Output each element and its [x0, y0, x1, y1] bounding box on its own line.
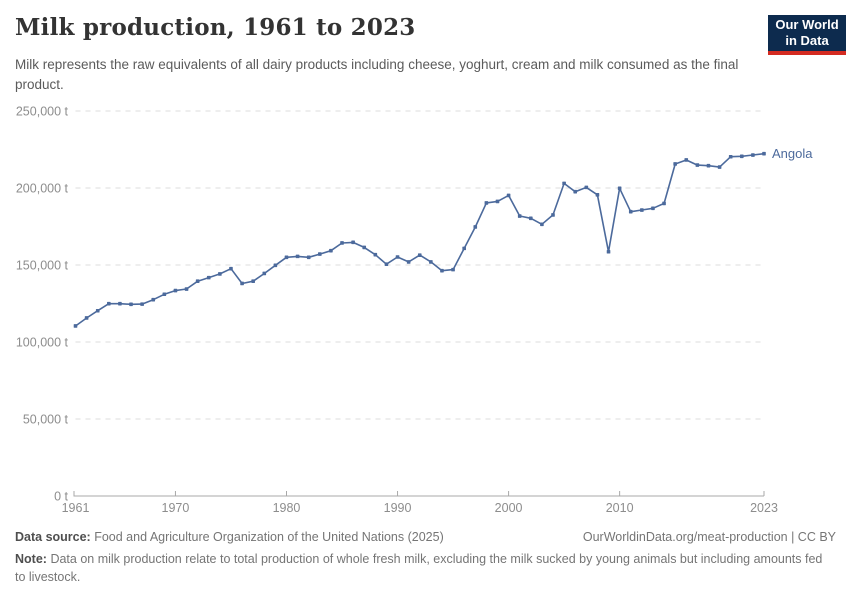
- data-point[interactable]: [462, 246, 466, 251]
- data-point[interactable]: [240, 281, 244, 286]
- data-point[interactable]: [329, 248, 333, 253]
- data-point[interactable]: [229, 266, 233, 271]
- x-axis-tick-label: 2000: [495, 501, 523, 515]
- angola-line[interactable]: [74, 152, 765, 327]
- x-axis-tick-label: 1961: [62, 501, 90, 515]
- y-axis-tick-label: 50,000 t: [23, 413, 69, 427]
- data-point[interactable]: [384, 262, 389, 267]
- data-point[interactable]: [606, 249, 611, 254]
- data-point[interactable]: [107, 301, 111, 306]
- data-source-label: Data source:: [15, 530, 91, 544]
- data-point[interactable]: [251, 279, 255, 283]
- data-point[interactable]: [562, 181, 566, 186]
- x-axis-tick-label: 1970: [162, 501, 190, 515]
- data-point[interactable]: [617, 186, 622, 191]
- data-point[interactable]: [306, 255, 311, 260]
- data-point[interactable]: [751, 153, 755, 157]
- data-point[interactable]: [517, 214, 522, 218]
- data-point[interactable]: [584, 185, 589, 190]
- data-point[interactable]: [429, 260, 433, 264]
- data-point[interactable]: [395, 255, 400, 259]
- data-point[interactable]: [640, 208, 644, 212]
- data-point[interactable]: [595, 192, 600, 197]
- data-point[interactable]: [573, 189, 578, 194]
- y-axis-tick-label: 250,000 t: [16, 105, 69, 119]
- license-link[interactable]: OurWorldinData.org/meat-production | CC …: [582, 530, 836, 544]
- chart-svg: 0 t 50,000 t 100,000 t 150,000 t 200,000 t 25…: [16, 105, 813, 516]
- data-point[interactable]: [440, 268, 444, 273]
- data-point[interactable]: [151, 297, 156, 302]
- data-point[interactable]: [706, 163, 711, 168]
- data-point[interactable]: [351, 240, 355, 245]
- data-point[interactable]: [628, 209, 633, 214]
- chart-subtitle: Milk represents the raw equivalents of a…: [15, 57, 739, 93]
- data-point[interactable]: [495, 199, 500, 204]
- owid-logo[interactable]: Our World in Data: [768, 15, 846, 55]
- data-point[interactable]: [473, 225, 478, 229]
- data-point[interactable]: [218, 272, 222, 276]
- data-point[interactable]: [184, 287, 189, 291]
- data-point[interactable]: [173, 288, 178, 293]
- series-label-angola[interactable]: Angola: [772, 146, 813, 161]
- y-axis-tick-label: 150,000 t: [16, 259, 69, 273]
- data-point[interactable]: [673, 162, 677, 166]
- data-point[interactable]: [340, 241, 344, 245]
- data-point[interactable]: [318, 252, 322, 256]
- data-point[interactable]: [528, 216, 533, 221]
- x-axis-tick-label: 1980: [273, 501, 301, 515]
- data-point[interactable]: [129, 302, 133, 307]
- data-point[interactable]: [95, 308, 100, 313]
- data-point[interactable]: [140, 302, 144, 306]
- data-point[interactable]: [262, 271, 267, 276]
- owid-logo-line2: in Data: [785, 33, 829, 48]
- data-point[interactable]: [506, 193, 511, 198]
- data-source-text: Food and Agriculture Organization of the…: [94, 530, 444, 544]
- chart-note-label: Note:: [15, 552, 47, 567]
- x-axis-tick-label: 2010: [606, 501, 634, 515]
- chart-note-text: Data on milk production relate to total …: [15, 552, 823, 585]
- data-point[interactable]: [662, 201, 666, 206]
- data-point[interactable]: [195, 279, 200, 283]
- y-axis-tick-label: 0 t: [54, 490, 68, 504]
- data-point[interactable]: [273, 263, 278, 268]
- data-point[interactable]: [717, 165, 722, 169]
- data-point[interactable]: [284, 255, 289, 260]
- data-point[interactable]: [739, 154, 744, 159]
- data-point[interactable]: [118, 301, 122, 306]
- data-point[interactable]: [540, 222, 544, 227]
- data-point[interactable]: [417, 253, 422, 257]
- data-point[interactable]: [651, 206, 655, 211]
- data-point[interactable]: [484, 201, 489, 205]
- data-point[interactable]: [406, 260, 411, 264]
- data-point[interactable]: [362, 245, 367, 250]
- page-title: Milk production, 1961 to 2023: [15, 14, 416, 41]
- data-point[interactable]: [373, 252, 378, 257]
- data-point[interactable]: [695, 163, 700, 167]
- chart-footer: Data source: Food and Agriculture Organi…: [15, 528, 836, 586]
- y-axis-tick-label: 100,000 t: [16, 336, 69, 350]
- data-source: Data source: Food and Agriculture Organi…: [15, 528, 444, 546]
- data-point[interactable]: [84, 316, 89, 320]
- chart-note: Note: Data on milk production relate to …: [15, 550, 836, 586]
- x-axis-tick-label: 2023: [750, 501, 778, 515]
- data-point[interactable]: [295, 254, 300, 259]
- y-axis-tick-label: 200,000 t: [16, 182, 69, 196]
- x-axis-tick-label: 1990: [384, 501, 412, 515]
- data-point[interactable]: [762, 151, 766, 156]
- data-point[interactable]: [551, 213, 555, 217]
- data-point[interactable]: [206, 275, 211, 280]
- data-point[interactable]: [728, 154, 733, 159]
- data-point[interactable]: [451, 267, 455, 272]
- owid-logo-line1: Our World: [775, 17, 839, 32]
- data-point[interactable]: [73, 324, 78, 328]
- data-point[interactable]: [684, 158, 689, 162]
- data-point[interactable]: [162, 292, 167, 297]
